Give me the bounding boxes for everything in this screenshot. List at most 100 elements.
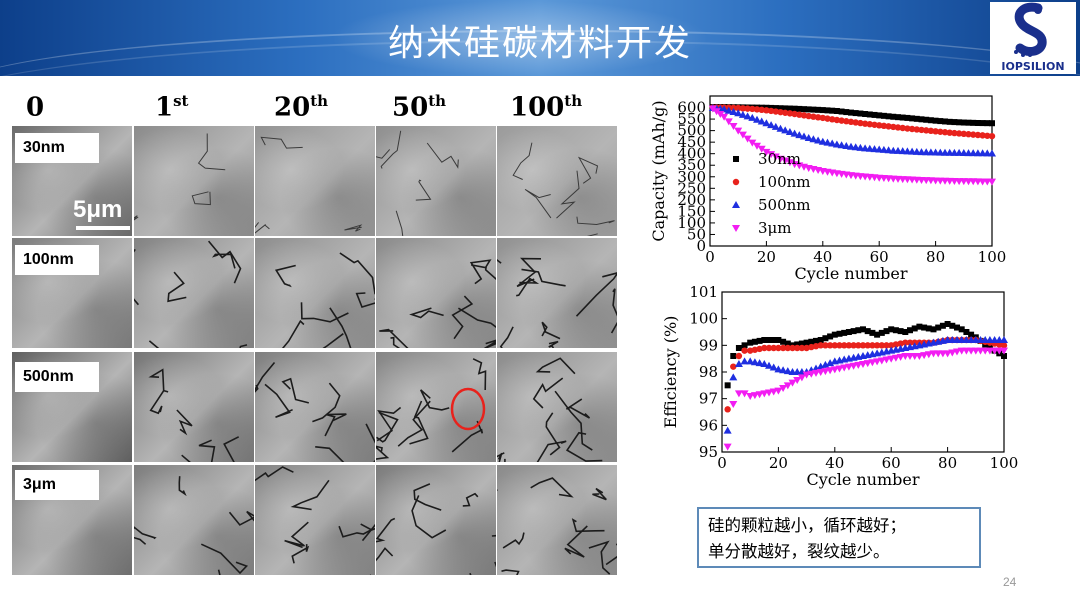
data-point-100nm [824, 115, 831, 122]
data-point-3μm [760, 390, 769, 398]
efficiency-chart: 0 20 40 60 80 100 95 96 97 98 99 100 101 Cycle number… [661, 283, 1018, 489]
data-point-100nm [876, 122, 883, 129]
data-point-100nm [831, 342, 838, 349]
scale-bar-label: 5μm [73, 196, 123, 223]
data-point-3μm [788, 379, 797, 387]
data-point-3μm [821, 368, 830, 376]
data-point-30nm [932, 117, 939, 124]
data-point-100nm [833, 116, 841, 124]
y-tick-label: 600 [677, 99, 706, 117]
data-point-500nm [740, 357, 749, 365]
data-point-3μm [948, 349, 957, 357]
data-point-30nm [848, 109, 854, 116]
data-point-3μm [802, 371, 811, 379]
data-point-30nm [751, 338, 758, 345]
data-point-3μm [716, 111, 725, 118]
x-tick-label: 20 [769, 454, 788, 472]
data-point-500nm [842, 142, 851, 149]
data-point-500nm [753, 115, 761, 123]
data-point-100nm [782, 109, 789, 116]
data-point-3μm [873, 358, 882, 366]
data-point-3μm [748, 139, 757, 147]
data-point-30nm [965, 119, 972, 126]
data-point-3μm [920, 352, 929, 360]
data-point-100nm [871, 121, 878, 128]
data-point-100nm [873, 342, 881, 349]
legend-label-100nm: 100nm [758, 173, 811, 191]
data-point-100nm [761, 344, 768, 352]
data-point-3μm [776, 155, 785, 163]
data-point-3μm [854, 361, 863, 369]
data-point-30nm [815, 106, 822, 113]
data-point-3μm [988, 178, 996, 186]
data-point-100nm [894, 124, 902, 131]
data-point-3μm [896, 353, 905, 361]
data-point-30nm [841, 329, 848, 336]
data-point-100nm [786, 110, 794, 117]
data-point-3μm [840, 364, 849, 372]
data-point-100nm [838, 117, 845, 124]
data-point-3μm [835, 365, 844, 373]
data-point-30nm [730, 353, 737, 359]
data-point-500nm [837, 141, 846, 149]
x-tick-label: 80 [938, 454, 957, 472]
data-point-500nm [809, 135, 818, 143]
data-point-100nm [843, 118, 850, 125]
data-point-100nm [960, 130, 967, 138]
plot-frame [709, 95, 993, 247]
data-point-30nm [747, 339, 754, 346]
data-point-30nm [827, 333, 834, 340]
data-point-30nm [786, 105, 793, 112]
data-point-30nm [796, 105, 803, 112]
column-header-cycle-0: 0 [26, 92, 45, 123]
data-point-30nm [803, 339, 810, 346]
data-point-500nm [757, 117, 766, 125]
data-point-100nm [984, 132, 991, 139]
data-point-30nm [845, 329, 852, 335]
data-point-30nm [968, 331, 975, 338]
data-point-100nm [878, 342, 885, 349]
legend-marker-100nm [732, 178, 740, 186]
data-point-100nm [817, 342, 824, 349]
data-point-3μm [812, 369, 820, 377]
data-point-100nm [805, 112, 812, 120]
data-point-100nm [767, 107, 775, 115]
legend-marker-500nm [732, 201, 740, 208]
sem-image-100nm-cycle-20 [255, 238, 375, 348]
data-point-500nm [814, 136, 823, 144]
data-point-30nm [772, 105, 779, 112]
x-tick-label: 20 [757, 248, 776, 266]
data-point-3μm [729, 401, 738, 408]
data-point-3μm [762, 148, 771, 156]
scale-bar [76, 226, 130, 230]
data-point-100nm [852, 119, 859, 126]
note-line-1: 硅的颗粒越小，循环越好； [708, 516, 906, 535]
data-point-500nm [774, 365, 783, 373]
data-point-500nm [746, 357, 755, 365]
data-point-30nm [850, 328, 857, 335]
data-point-3μm [863, 360, 872, 368]
data-point-500nm [821, 360, 830, 368]
data-point-30nm [824, 107, 831, 114]
data-point-100nm [730, 363, 737, 370]
data-point-100nm [758, 106, 765, 114]
data-point-3μm [738, 131, 747, 139]
data-point-30nm [974, 120, 981, 126]
data-point-3μm [755, 391, 764, 399]
data-point-3μm [740, 390, 749, 398]
data-point-500nm [771, 122, 780, 130]
crack-highlight-circle [450, 387, 486, 431]
data-point-3μm [785, 159, 794, 167]
data-point-100nm [850, 342, 857, 349]
data-point-500nm [804, 134, 813, 141]
data-point-30nm [822, 335, 829, 342]
data-point-30nm [1001, 353, 1007, 359]
data-point-30nm [909, 115, 916, 122]
title-banner [0, 0, 1080, 76]
data-point-3μm [816, 369, 825, 376]
y-tick-label: 100 [677, 214, 706, 232]
x-tick-label: 60 [870, 248, 889, 266]
data-point-100nm [775, 344, 782, 352]
data-point-500nm [779, 366, 788, 374]
data-point-30nm [836, 330, 843, 337]
